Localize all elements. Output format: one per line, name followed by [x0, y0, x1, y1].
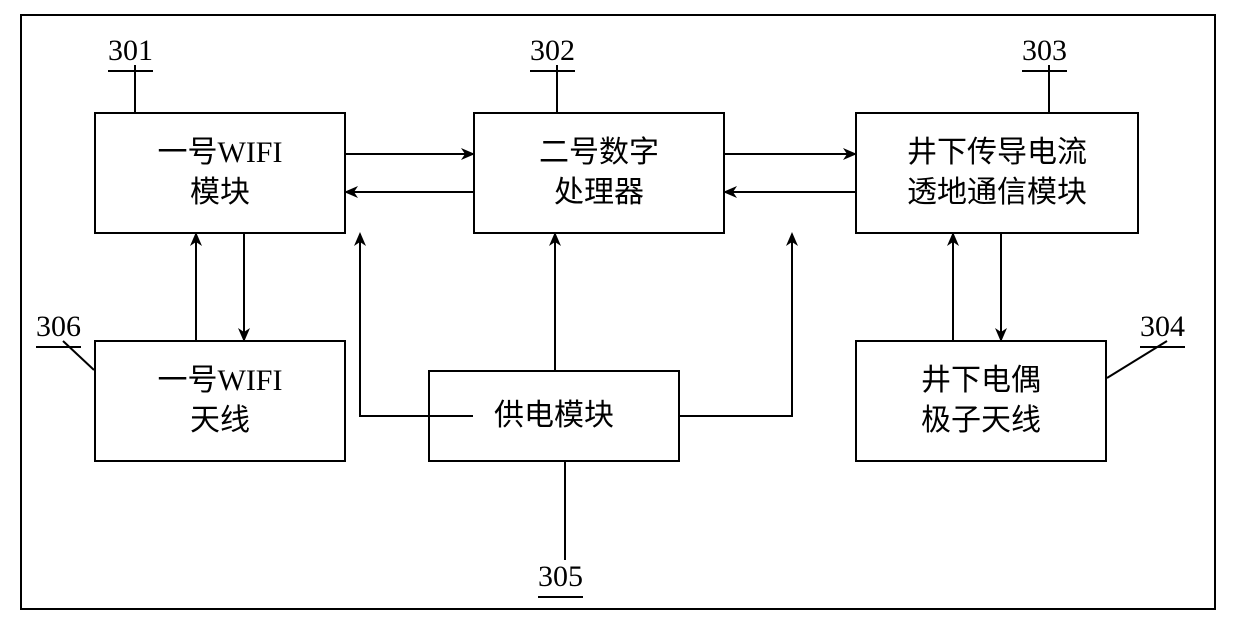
ref-label-306: 306 [36, 310, 81, 348]
node-label: 供电模块 [494, 396, 614, 437]
node-label: 二号数字处理器 [539, 133, 659, 214]
node-label: 井下传导电流透地通信模块 [907, 133, 1087, 214]
node-label: 一号WIFI天线 [158, 361, 283, 442]
ref-label-301: 301 [108, 34, 153, 72]
node-wifi-module-1: 一号WIFI模块 [94, 112, 346, 234]
node-digital-processor-2: 二号数字处理器 [473, 112, 725, 234]
node-label: 一号WIFI模块 [158, 133, 283, 214]
ref-label-305: 305 [538, 560, 583, 598]
ref-label-303: 303 [1022, 34, 1067, 72]
diagram-frame [20, 14, 1216, 610]
node-label: 井下电偶极子天线 [921, 361, 1041, 442]
node-downhole-current-comm: 井下传导电流透地通信模块 [855, 112, 1139, 234]
node-power-module: 供电模块 [428, 370, 680, 462]
ref-label-302: 302 [530, 34, 575, 72]
node-wifi-antenna-1: 一号WIFI天线 [94, 340, 346, 462]
ref-label-304: 304 [1140, 310, 1185, 348]
node-downhole-dipole-antenna: 井下电偶极子天线 [855, 340, 1107, 462]
